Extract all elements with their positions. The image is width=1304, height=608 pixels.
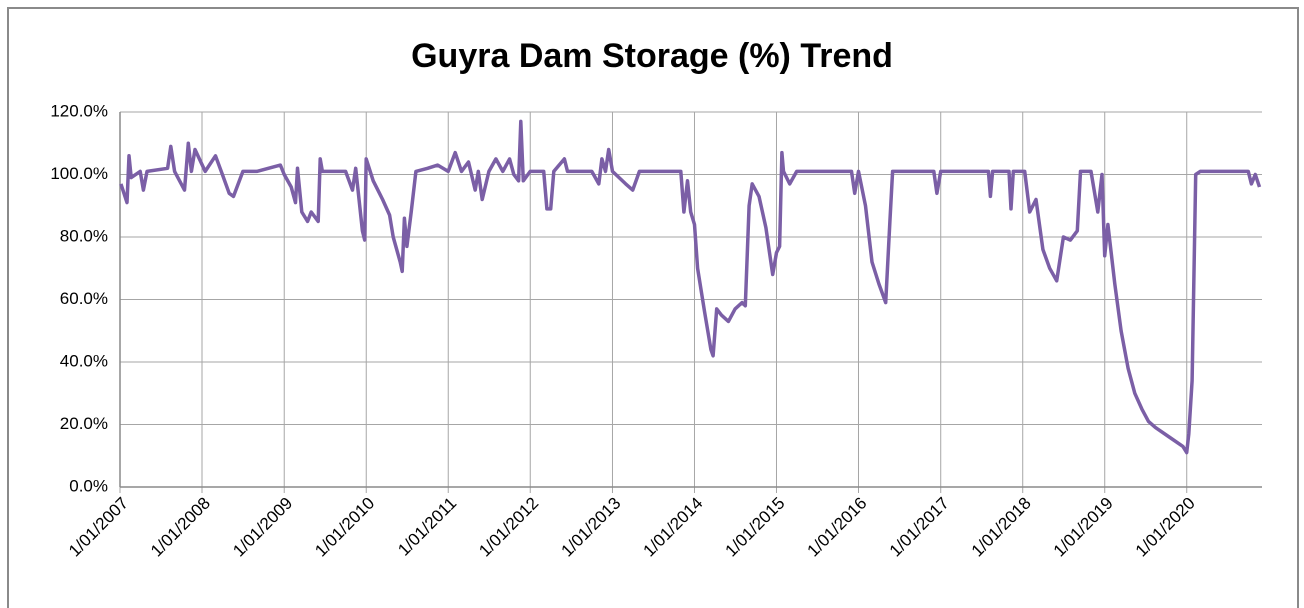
y-tick-label: 100.0% <box>50 164 108 183</box>
data-line <box>119 119 1262 455</box>
y-tick-label: 0.0% <box>69 476 108 495</box>
y-tick-label: 120.0% <box>50 101 108 120</box>
y-tick-label: 40.0% <box>60 351 108 370</box>
chart-title: Guyra Dam Storage (%) Trend <box>411 37 893 75</box>
y-tick-label: 20.0% <box>60 414 108 433</box>
y-tick-label: 80.0% <box>60 226 108 245</box>
chart-border <box>7 7 1299 608</box>
y-tick-label: 60.0% <box>60 289 108 308</box>
